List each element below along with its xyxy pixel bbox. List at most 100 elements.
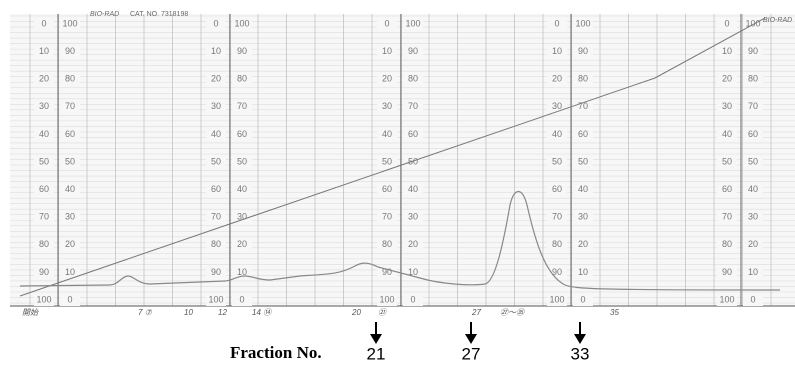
scale-label: 50 bbox=[211, 156, 221, 166]
scale-label: 60 bbox=[65, 129, 75, 139]
scale-label: 60 bbox=[382, 184, 392, 194]
handwritten-note: 20 bbox=[351, 308, 361, 317]
scale-label: 90 bbox=[237, 46, 247, 56]
scale-label: 10 bbox=[722, 46, 732, 56]
scale-label: 100 bbox=[62, 18, 77, 28]
handwritten-note: 14 ⑭ bbox=[252, 308, 273, 317]
scale-label: 40 bbox=[748, 184, 758, 194]
scale-label: 70 bbox=[382, 212, 392, 222]
catalog: CAT. NO. 7318198 bbox=[130, 11, 188, 18]
scale-label: 30 bbox=[722, 101, 732, 111]
scale-label: 0 bbox=[384, 18, 389, 28]
scale-label: 100 bbox=[719, 294, 734, 304]
scale-label: 10 bbox=[211, 46, 221, 56]
scale-label: 0 bbox=[67, 294, 72, 304]
fraction-label: Fraction No. bbox=[230, 343, 322, 362]
scale-label: 100 bbox=[36, 294, 51, 304]
scale-label: 20 bbox=[578, 239, 588, 249]
scale-label: 100 bbox=[549, 294, 564, 304]
brand-right: BIO-RAD bbox=[763, 17, 792, 24]
scale-label: 50 bbox=[748, 156, 758, 166]
scale-label: 30 bbox=[39, 101, 49, 111]
scale-label: 70 bbox=[65, 101, 75, 111]
scale-label: 20 bbox=[408, 239, 418, 249]
scale-label: 60 bbox=[552, 184, 562, 194]
fraction-number: 33 bbox=[571, 344, 590, 363]
scale-label: 20 bbox=[748, 239, 758, 249]
scale-label: 20 bbox=[65, 239, 75, 249]
scale-label: 10 bbox=[552, 46, 562, 56]
scale-label: 70 bbox=[722, 212, 732, 222]
scale-label: 40 bbox=[408, 184, 418, 194]
handwritten-note: 12 bbox=[218, 308, 227, 317]
handwritten-note: 10 bbox=[184, 308, 193, 317]
scale-label: 50 bbox=[39, 156, 49, 166]
brand: BIO-RAD bbox=[90, 11, 119, 18]
scale-label: 50 bbox=[237, 156, 247, 166]
handwritten-note: 7 ⑦ bbox=[138, 308, 153, 317]
scale-label: 80 bbox=[382, 239, 392, 249]
scale-label: 40 bbox=[722, 129, 732, 139]
fraction-number: 27 bbox=[462, 344, 481, 363]
scale-label: 60 bbox=[748, 129, 758, 139]
scale-label: 0 bbox=[410, 294, 415, 304]
scale-label: 0 bbox=[554, 18, 559, 28]
scale-label: 100 bbox=[208, 294, 223, 304]
scale-label: 30 bbox=[748, 212, 758, 222]
scale-label: 60 bbox=[237, 129, 247, 139]
scale-label: 0 bbox=[724, 18, 729, 28]
scale-label: 20 bbox=[211, 74, 221, 84]
arrow-head bbox=[370, 334, 382, 344]
scale-label: 10 bbox=[382, 46, 392, 56]
scale-label: 80 bbox=[211, 239, 221, 249]
scale-label: 30 bbox=[211, 101, 221, 111]
scale-label: 40 bbox=[382, 129, 392, 139]
scale-label: 80 bbox=[39, 239, 49, 249]
scale-label: 70 bbox=[552, 212, 562, 222]
scale-label: 30 bbox=[65, 212, 75, 222]
scale-label: 0 bbox=[239, 294, 244, 304]
fraction-number: 21 bbox=[367, 344, 386, 363]
scale-label: 30 bbox=[578, 212, 588, 222]
scale-label: 90 bbox=[65, 46, 75, 56]
arrow-head bbox=[574, 334, 586, 344]
scale-label: 90 bbox=[39, 267, 49, 277]
scale-label: 70 bbox=[39, 212, 49, 222]
scale-label: 60 bbox=[211, 184, 221, 194]
scale-label: 80 bbox=[552, 239, 562, 249]
handwritten-note: 27 bbox=[471, 308, 481, 317]
scale-label: 70 bbox=[748, 101, 758, 111]
scale-label: 100 bbox=[405, 18, 420, 28]
scale-label: 40 bbox=[211, 129, 221, 139]
scale-label: 80 bbox=[237, 74, 247, 84]
scale-label: 40 bbox=[237, 184, 247, 194]
scale-label: 20 bbox=[237, 239, 247, 249]
scale-label: 50 bbox=[552, 156, 562, 166]
scale-label: 10 bbox=[748, 267, 758, 277]
arrow-head bbox=[465, 334, 477, 344]
scale-label: 50 bbox=[382, 156, 392, 166]
scale-label: 0 bbox=[41, 18, 46, 28]
scale-label: 20 bbox=[722, 74, 732, 84]
fractions: 21 27 33 bbox=[367, 322, 590, 363]
scale-label: 60 bbox=[39, 184, 49, 194]
scale-label: 80 bbox=[578, 74, 588, 84]
scale-label: 50 bbox=[722, 156, 732, 166]
scale-label: 90 bbox=[748, 46, 758, 56]
scale-label: 50 bbox=[578, 156, 588, 166]
scale-label: 80 bbox=[65, 74, 75, 84]
scale-label: 20 bbox=[39, 74, 49, 84]
scale-label: 100 bbox=[575, 18, 590, 28]
scale-label: 80 bbox=[722, 239, 732, 249]
scale-label: 10 bbox=[65, 267, 75, 277]
scale-label: 90 bbox=[408, 46, 418, 56]
scale-label: 40 bbox=[578, 184, 588, 194]
scale-label: 10 bbox=[39, 46, 49, 56]
handwritten-note: ㉑ bbox=[378, 308, 388, 317]
scale-label: 40 bbox=[39, 129, 49, 139]
scale-label: 90 bbox=[722, 267, 732, 277]
scale-label: 10 bbox=[237, 267, 247, 277]
scale-label: 70 bbox=[211, 212, 221, 222]
scale-label: 30 bbox=[382, 101, 392, 111]
